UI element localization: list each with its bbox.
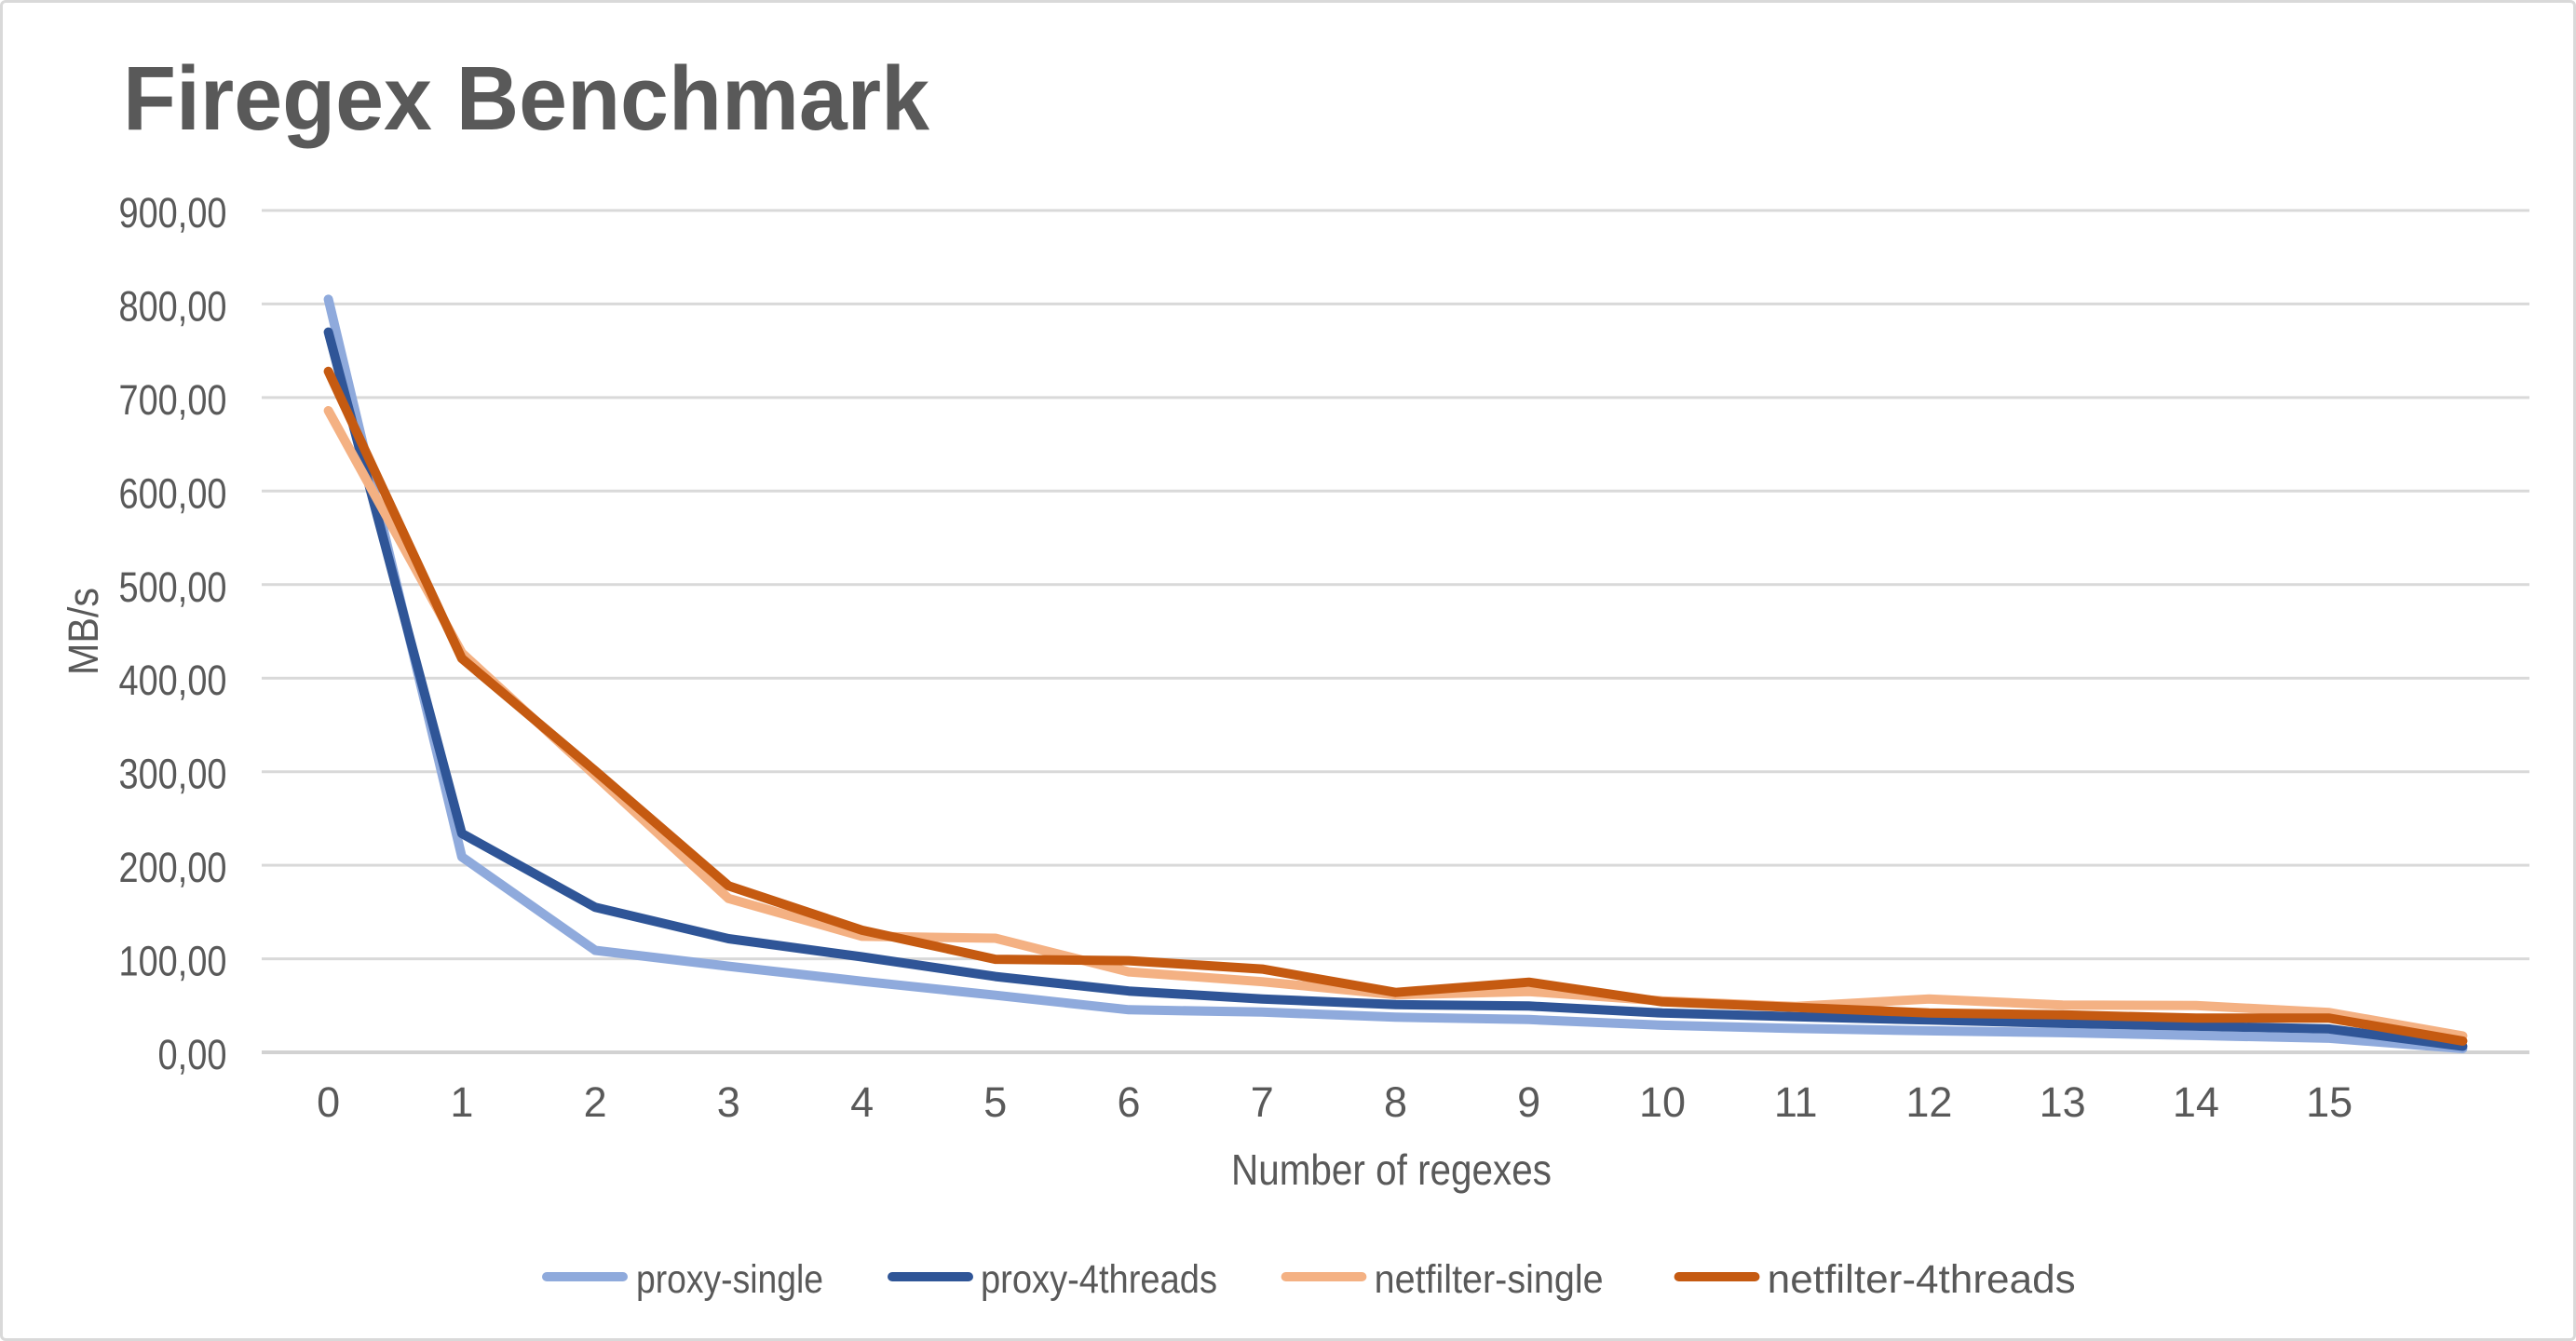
svg-text:600,00: 600,00	[119, 469, 227, 517]
svg-text:700,00: 700,00	[119, 376, 227, 424]
svg-text:3: 3	[717, 1078, 740, 1126]
svg-text:0,00: 0,00	[158, 1031, 227, 1078]
svg-text:100,00: 100,00	[119, 938, 227, 985]
svg-text:Number of regexes: Number of regexes	[1231, 1145, 1552, 1194]
svg-text:13: 13	[2040, 1078, 2086, 1126]
svg-text:15: 15	[2306, 1078, 2352, 1126]
svg-text:netfilter-4threads: netfilter-4threads	[1768, 1257, 2076, 1302]
svg-text:proxy-single: proxy-single	[636, 1257, 823, 1302]
svg-text:9: 9	[1517, 1078, 1540, 1126]
svg-text:5: 5	[983, 1078, 1007, 1126]
svg-text:900,00: 900,00	[119, 189, 227, 237]
svg-text:200,00: 200,00	[119, 844, 227, 891]
svg-text:500,00: 500,00	[119, 563, 227, 611]
svg-text:6: 6	[1117, 1078, 1140, 1126]
svg-text:400,00: 400,00	[119, 657, 227, 704]
svg-text:800,00: 800,00	[119, 282, 227, 330]
svg-text:10: 10	[1639, 1078, 1686, 1126]
svg-text:300,00: 300,00	[119, 751, 227, 798]
svg-text:Firegex Benchmark: Firegex Benchmark	[123, 47, 930, 149]
svg-text:1: 1	[450, 1078, 473, 1126]
svg-text:2: 2	[584, 1078, 607, 1126]
svg-text:14: 14	[2173, 1078, 2219, 1126]
svg-text:11: 11	[1774, 1078, 1818, 1126]
svg-text:0: 0	[317, 1078, 340, 1126]
svg-text:12: 12	[1905, 1078, 1952, 1126]
svg-text:netfilter-single: netfilter-single	[1375, 1257, 1604, 1302]
svg-text:MB/s: MB/s	[60, 588, 107, 675]
svg-text:8: 8	[1384, 1078, 1407, 1126]
svg-text:7: 7	[1251, 1078, 1274, 1126]
svg-text:proxy-4threads: proxy-4threads	[981, 1257, 1217, 1302]
svg-text:4: 4	[850, 1078, 874, 1126]
